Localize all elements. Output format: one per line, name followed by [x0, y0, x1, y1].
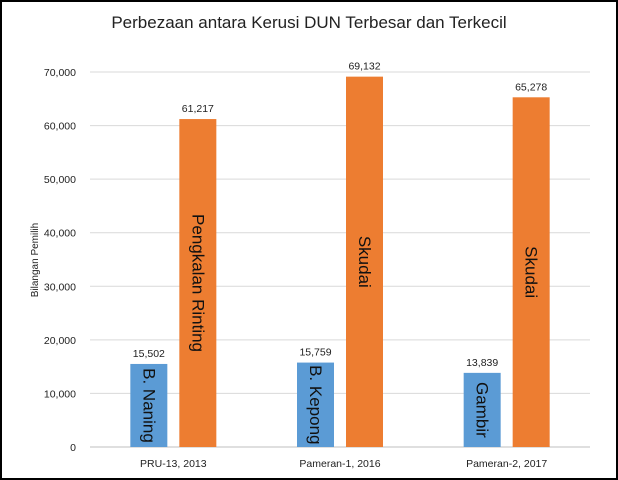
- bar: [512, 97, 550, 448]
- x-tick-label: Pameran-2, 2017: [466, 458, 547, 470]
- bar-name-label: B. Naning: [139, 368, 158, 443]
- y-tick-label: 70,000: [44, 67, 76, 79]
- y-axis-label: Bilangan Pemilih: [30, 223, 41, 298]
- y-tick-label: 60,000: [44, 121, 76, 133]
- bar: [297, 362, 334, 447]
- bar: [179, 119, 217, 447]
- chart-title: Perbezaan antara Kerusi DUN Terbesar dan…: [111, 13, 506, 32]
- y-tick-label: 10,000: [44, 388, 76, 400]
- x-tick-label: Pameran-1, 2016: [299, 458, 380, 470]
- bar-name-label: Gambir: [473, 382, 492, 438]
- y-tick-label: 20,000: [44, 335, 76, 347]
- data-label: 15,759: [299, 347, 331, 359]
- y-tick-label: 50,000: [44, 174, 76, 186]
- data-label: 13,839: [466, 357, 498, 369]
- y-tick-label: 40,000: [44, 228, 76, 240]
- y-tick-label: 0: [70, 442, 76, 454]
- data-label: 65,278: [515, 81, 547, 93]
- bar-name-label: Pengkalan Rinting: [188, 214, 207, 352]
- y-tick-label: 30,000: [44, 281, 76, 293]
- bars: 15,502 B. Naning 61,217 Pengkalan Rinting 15…: [130, 61, 550, 448]
- bar: [130, 363, 168, 447]
- data-label: 61,217: [182, 103, 214, 115]
- bar-name-label: Skudai: [522, 246, 541, 298]
- data-label: 69,132: [348, 61, 380, 73]
- bar-name-label: B. Kepong: [306, 365, 325, 444]
- y-axis-ticks: 0 10,000 20,000 30,000 40,000 50,000 60,000 70,…: [44, 67, 76, 454]
- bar: [346, 76, 383, 448]
- x-tick-label: PRU-13, 2013: [140, 458, 207, 470]
- gridlines: [90, 71, 590, 448]
- x-axis-ticks: PRU-13, 2013 Pameran-1, 2016 Pameran-2, 20…: [140, 458, 547, 470]
- data-label: 15,502: [133, 348, 165, 360]
- bar: [463, 372, 501, 447]
- bar-name-label: Skudai: [355, 236, 374, 288]
